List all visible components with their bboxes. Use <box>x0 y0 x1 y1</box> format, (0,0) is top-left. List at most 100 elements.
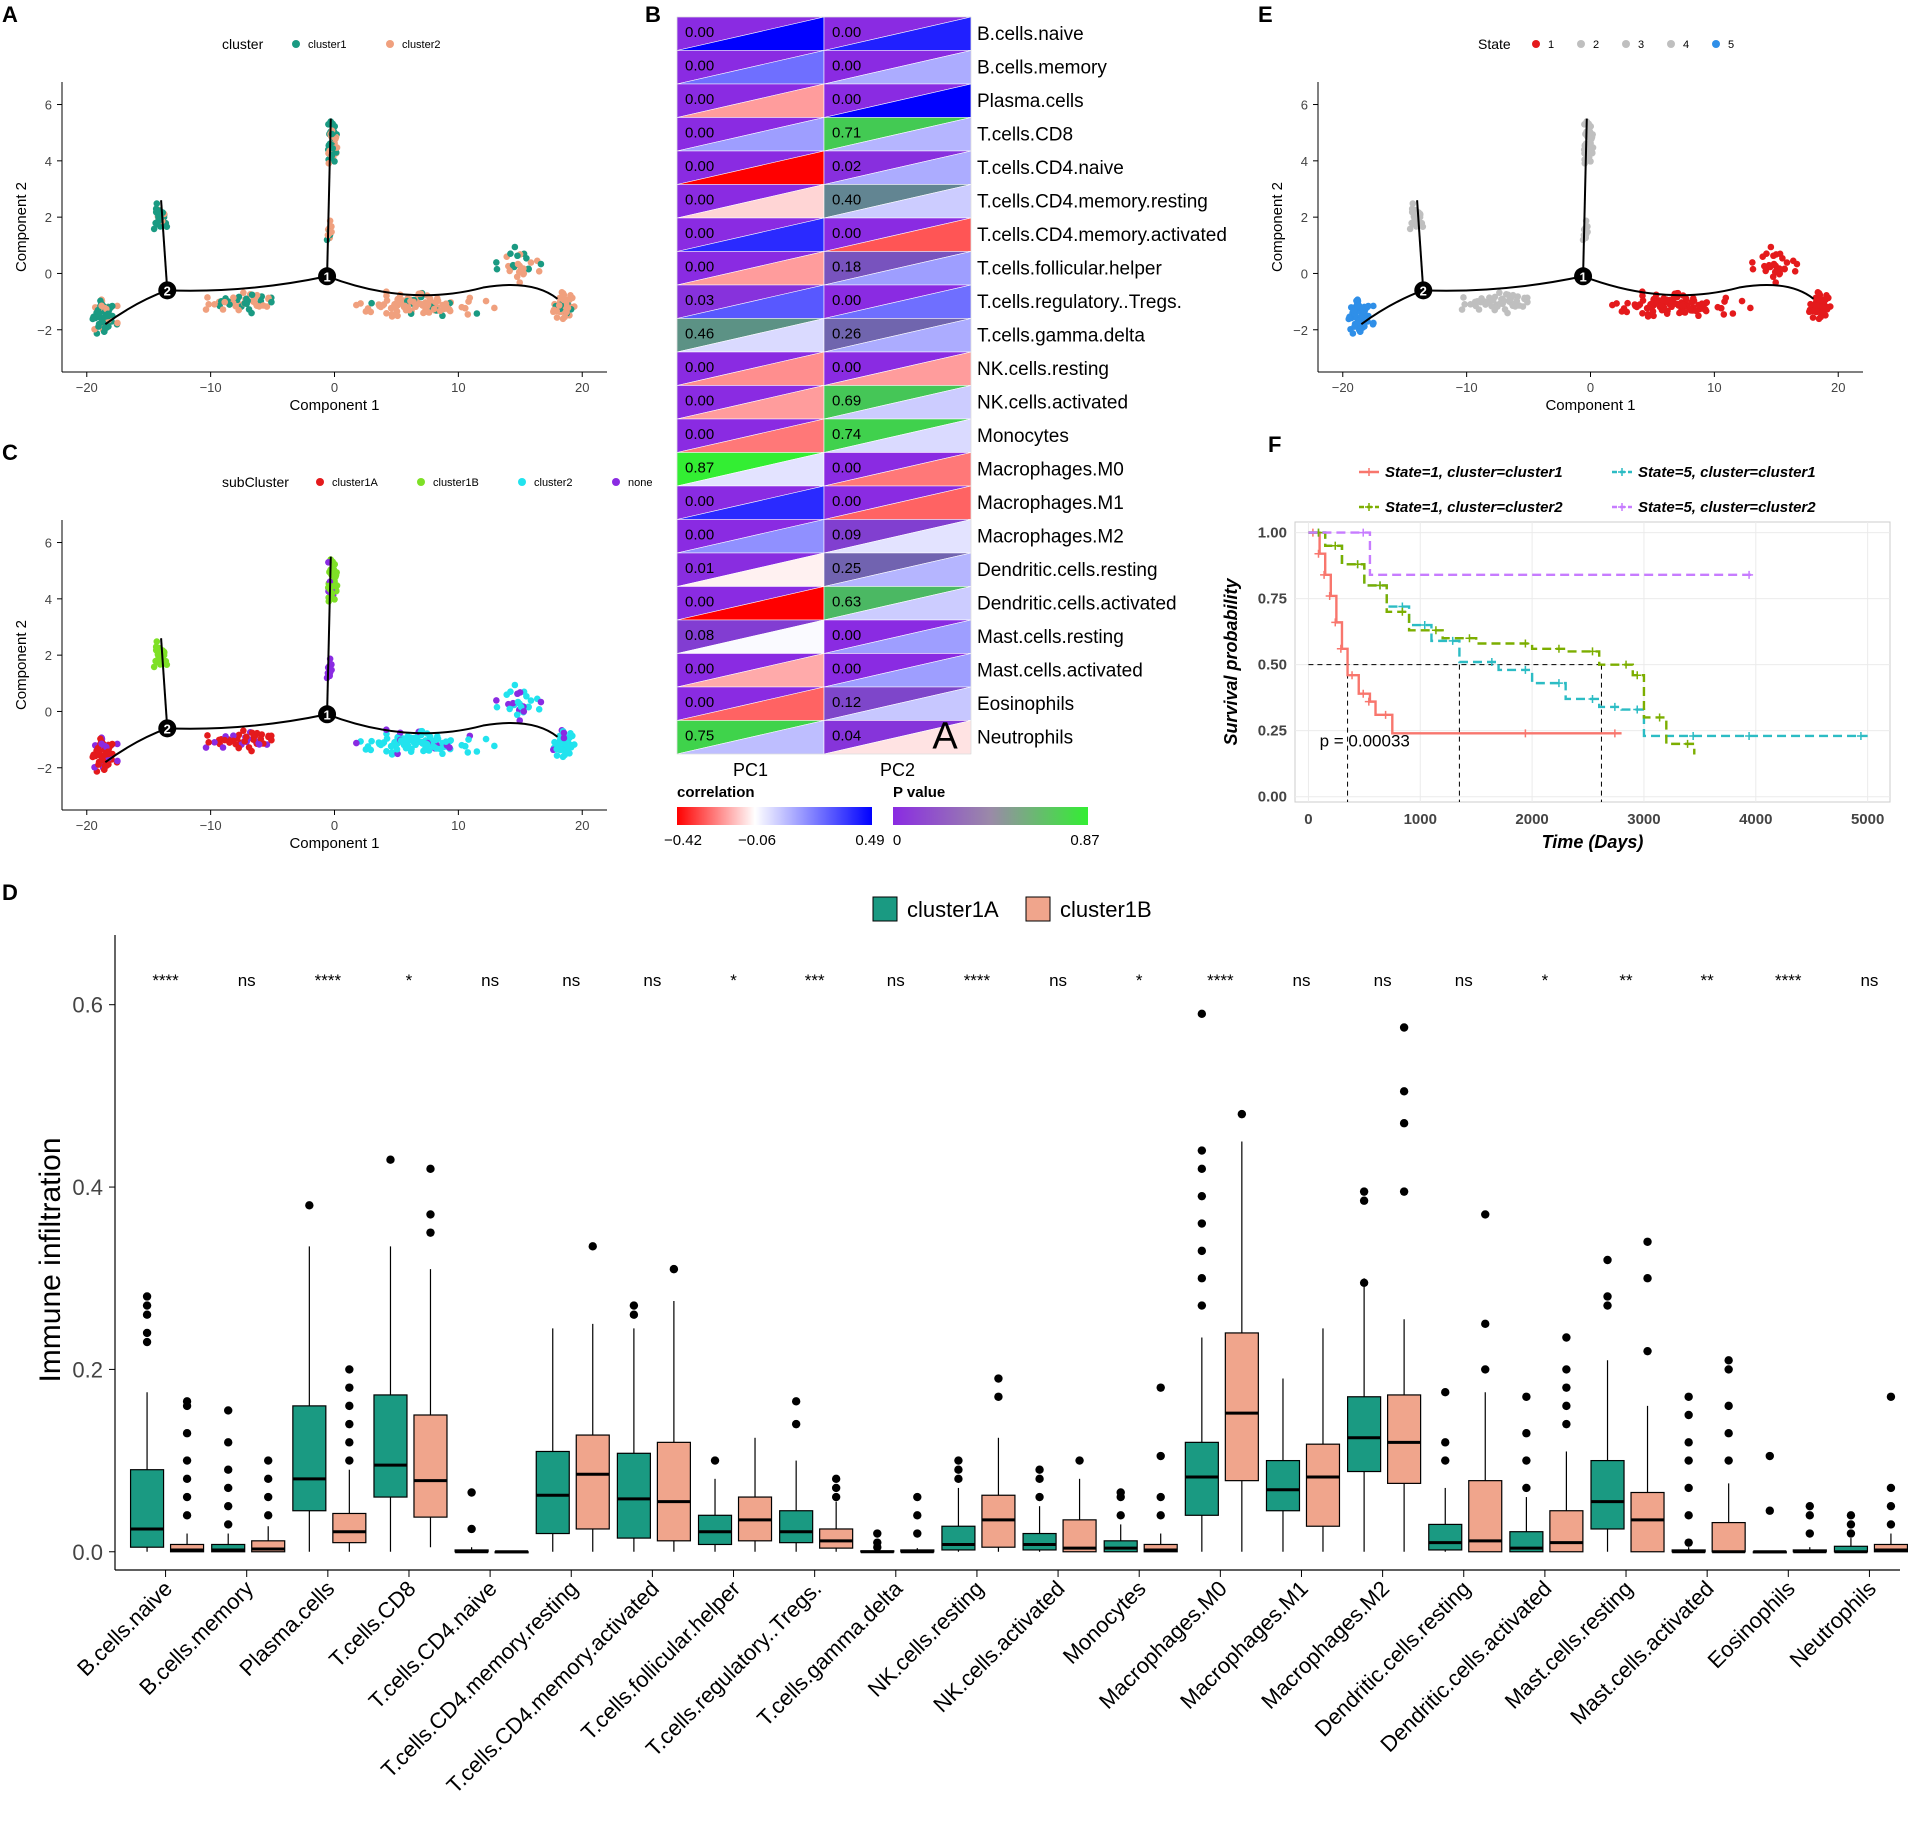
data-point <box>202 744 210 751</box>
legend-key <box>316 478 324 486</box>
data-point <box>493 259 500 266</box>
data-point <box>560 291 568 299</box>
outlier-point <box>1359 1187 1369 1196</box>
data-point <box>1809 307 1817 315</box>
legend-key-mark <box>1365 468 1373 476</box>
legend-label: 2 <box>1593 39 1599 51</box>
y-tick-label: 2 <box>1301 210 1308 225</box>
data-point <box>516 279 524 286</box>
outlier-point <box>345 1365 354 1374</box>
data-point <box>482 735 490 743</box>
significance-label: **** <box>964 971 991 990</box>
x-tick-label: 0 <box>1304 811 1312 828</box>
outlier-point <box>264 1511 273 1520</box>
data-point <box>464 311 472 318</box>
x-tick-label: 10 <box>451 380 465 395</box>
branch-node <box>318 267 337 286</box>
outlier-point <box>1197 1219 1207 1228</box>
data-point <box>402 744 410 752</box>
outlier-point <box>1886 1501 1896 1511</box>
data-point <box>97 735 104 743</box>
data-point <box>368 299 375 307</box>
censor-mark <box>1487 658 1496 666</box>
y-tick-label: 0 <box>45 704 52 719</box>
data-point <box>1686 305 1694 313</box>
outlier-point <box>224 1438 233 1447</box>
survival-curve <box>1308 531 1756 577</box>
outlier-point <box>1765 1451 1774 1461</box>
outlier-point <box>345 1456 354 1465</box>
pvalue-label: 0.00 <box>832 493 861 510</box>
data-point <box>1816 291 1824 299</box>
outlier-point <box>1359 1278 1369 1287</box>
significance-label: ns <box>238 971 256 990</box>
data-point <box>525 703 532 711</box>
legend-label: State=1, cluster=cluster2 <box>1385 499 1563 516</box>
box <box>251 1540 286 1553</box>
outlier-point <box>1805 1529 1814 1538</box>
data-point <box>153 638 161 645</box>
outlier-point <box>1481 1210 1490 1219</box>
data-point <box>1663 297 1670 305</box>
data-point <box>1680 308 1687 316</box>
pvalue-label: 0.00 <box>685 393 714 410</box>
data-point <box>1762 267 1770 275</box>
x-tick-label: 0 <box>331 818 338 833</box>
outlier-point <box>1441 1388 1450 1397</box>
row-label: Monocytes <box>977 426 1069 447</box>
y-tick-label: 1.00 <box>1258 525 1287 542</box>
legend-key <box>417 478 425 486</box>
outlier-point <box>1846 1520 1856 1529</box>
pvalue-label: 0.01 <box>685 560 714 577</box>
pvalue-label: 0.40 <box>832 192 861 209</box>
colorbar-tick: 0 <box>893 832 901 849</box>
legend-key <box>1622 40 1630 48</box>
legend-label: 4 <box>1683 39 1689 51</box>
data-point <box>1460 294 1467 301</box>
data-point <box>1370 302 1377 310</box>
censor-mark <box>1745 570 1754 579</box>
outlier-point <box>224 1465 233 1474</box>
pvalue-label: 0.00 <box>832 225 861 242</box>
data-point <box>1793 260 1801 268</box>
panel-letter: B <box>645 2 661 27</box>
data-point <box>1767 243 1775 251</box>
box <box>373 1394 408 1498</box>
significance-label: ns <box>1049 971 1067 990</box>
data-point <box>98 317 106 325</box>
outlier-point <box>1481 1365 1490 1374</box>
outlier-point <box>1481 1319 1490 1329</box>
data-point <box>1688 298 1695 306</box>
outlier-point <box>1684 1538 1693 1547</box>
data-point <box>514 698 522 706</box>
outlier-point <box>224 1406 233 1415</box>
data-point <box>1763 250 1770 257</box>
y-tick-label: 0 <box>1301 266 1308 281</box>
box <box>1387 1394 1422 1484</box>
outlier-point <box>1116 1488 1125 1497</box>
outlier-point <box>142 1337 152 1347</box>
data-point <box>1409 200 1417 207</box>
x-tick-label: 20 <box>575 818 589 833</box>
legend-key-mark <box>1618 468 1626 476</box>
x-tick-label: 0 <box>331 380 338 395</box>
data-point <box>205 739 212 746</box>
censor-mark <box>1745 731 1754 740</box>
data-point <box>424 308 431 316</box>
row-label: T.cells.CD4.naive <box>977 158 1124 179</box>
x-tick-label: 0 <box>1587 380 1594 395</box>
outlier-point <box>1562 1419 1571 1429</box>
x-tick-label: 5000 <box>1851 811 1884 828</box>
x-tick-label: −20 <box>76 380 98 395</box>
colorbar-tick: −0.42 <box>664 832 702 849</box>
data-point <box>1783 259 1791 266</box>
censor-mark <box>1398 607 1407 616</box>
outlier-point <box>1603 1301 1612 1310</box>
column-label: PC2 <box>880 760 915 780</box>
significance-label: ns <box>643 971 661 990</box>
data-point <box>114 740 121 748</box>
box <box>413 1414 448 1518</box>
